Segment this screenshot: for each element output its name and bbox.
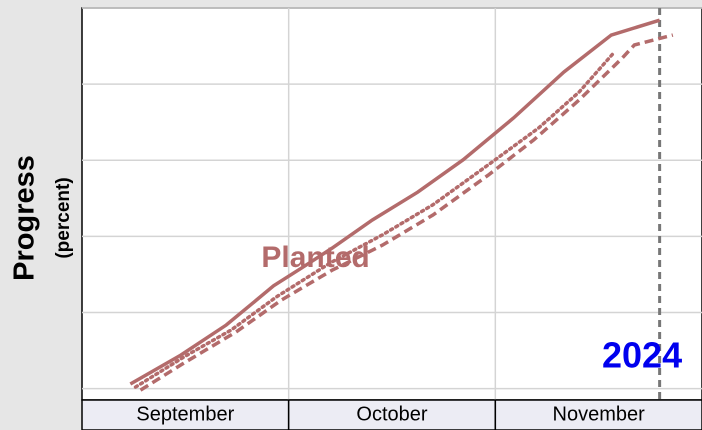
x-tick-label: October [356, 403, 427, 425]
series-line [133, 50, 617, 389]
month-box [494, 399, 702, 430]
plot-area [81, 7, 702, 401]
series-line [139, 33, 674, 392]
x-tick-label: November [553, 403, 646, 425]
annotation: Planted [261, 241, 369, 274]
month-box [287, 399, 497, 430]
annotation: 2024 [602, 335, 682, 376]
x-tick-label: September [136, 403, 234, 425]
series-line [129, 18, 661, 386]
y-axis-sublabel: (percent) [53, 177, 74, 258]
y-axis-label: Progress [9, 155, 41, 281]
